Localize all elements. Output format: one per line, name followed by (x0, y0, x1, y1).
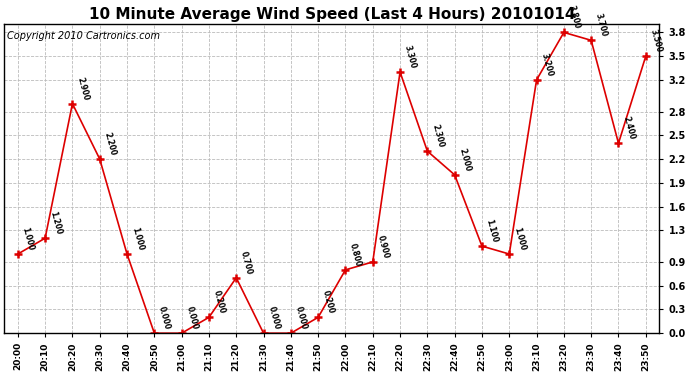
Text: 2.300: 2.300 (430, 123, 445, 149)
Text: 0.900: 0.900 (375, 234, 391, 260)
Text: 0.200: 0.200 (321, 290, 336, 315)
Text: 1.000: 1.000 (512, 226, 527, 252)
Text: 0.200: 0.200 (212, 290, 226, 315)
Text: 0.000: 0.000 (184, 305, 199, 331)
Text: 3.800: 3.800 (566, 4, 582, 30)
Text: 0.000: 0.000 (293, 305, 308, 331)
Title: 10 Minute Average Wind Speed (Last 4 Hours) 20101014: 10 Minute Average Wind Speed (Last 4 Hou… (88, 7, 575, 22)
Text: 3.500: 3.500 (649, 28, 663, 54)
Text: 1.000: 1.000 (21, 226, 35, 252)
Text: 2.400: 2.400 (621, 116, 636, 141)
Text: 0.000: 0.000 (266, 305, 281, 331)
Text: 3.300: 3.300 (403, 44, 417, 70)
Text: 2.900: 2.900 (75, 76, 90, 101)
Text: 1.000: 1.000 (130, 226, 145, 252)
Text: 2.000: 2.000 (457, 147, 472, 172)
Text: 0.000: 0.000 (157, 305, 172, 331)
Text: 3.200: 3.200 (540, 52, 554, 78)
Text: 2.200: 2.200 (102, 131, 117, 157)
Text: 1.100: 1.100 (484, 218, 500, 244)
Text: 3.700: 3.700 (594, 12, 609, 38)
Text: 0.800: 0.800 (348, 242, 363, 267)
Text: Copyright 2010 Cartronics.com: Copyright 2010 Cartronics.com (8, 31, 161, 40)
Text: 0.700: 0.700 (239, 250, 254, 275)
Text: 1.200: 1.200 (48, 210, 63, 236)
